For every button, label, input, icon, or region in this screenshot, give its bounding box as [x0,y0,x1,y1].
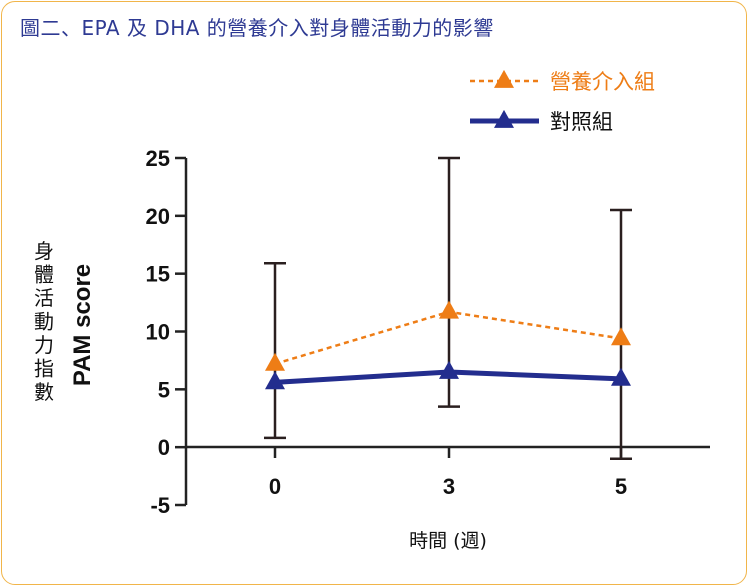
y-axis-label-chinese: 身體活動力指數 [34,239,54,404]
control-data-point [265,371,285,390]
intervention-data-point [265,352,285,371]
control-data-point [439,360,459,379]
intervention-data-point [611,327,631,346]
x-axis-label: 時間 (週) [409,530,487,552]
y-tick-label: 15 [146,262,170,287]
x-tick-label: 3 [443,474,455,499]
control-data-point [611,367,631,386]
y-tick-label: -5 [150,493,170,518]
y-tick-label: 0 [158,435,170,460]
x-tick-label: 0 [269,474,281,499]
chart-title: 圖二、EPA 及 DHA 的營養介入對身體活動力的影響 [20,16,494,40]
legend-control-label: 對照組 [550,110,613,134]
legend-intervention-label: 營養介入組 [550,70,655,94]
legend-control-marker [494,109,514,128]
y-tick-label: 25 [146,146,170,171]
y-axis-label-english: PAM score [69,264,96,386]
y-tick-label: 20 [146,204,170,229]
y-tick-label: 10 [146,320,170,345]
intervention-data-point [439,300,459,319]
legend-intervention-marker [494,69,514,88]
x-tick-label: 5 [615,474,627,499]
y-tick-label: 5 [158,377,170,402]
